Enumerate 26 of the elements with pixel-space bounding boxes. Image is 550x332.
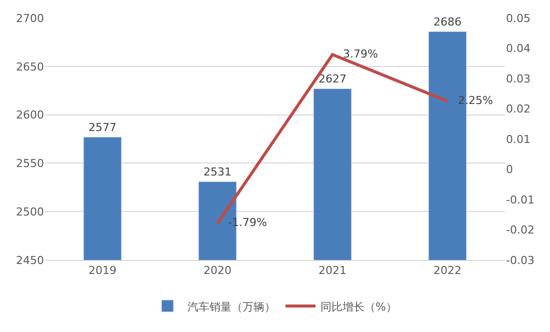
x-tick-label: 2022	[434, 264, 462, 278]
legend-label: 同比增长（%）	[320, 300, 397, 314]
y-tick-label: 2700	[16, 12, 44, 25]
data-label: 3.79%	[332, 47, 378, 60]
y2-tick-label: -0.02	[506, 224, 534, 237]
y-tick-label: 2550	[16, 157, 44, 170]
y2-tick-label: 0.05	[506, 12, 530, 25]
y-tick-label: 2450	[16, 254, 44, 267]
data-label: 2627	[318, 72, 346, 86]
y-tick-label: 2500	[16, 205, 44, 218]
y2-tick-label: 0.03	[506, 72, 530, 86]
data-label: 2577	[88, 121, 116, 134]
x-tick-label: 2021	[318, 264, 346, 278]
y2-tick-label: 0.04	[506, 42, 530, 56]
y2-tick-label: -0.01	[506, 193, 534, 206]
legend-label: 汽车销量（万辆）	[188, 300, 276, 314]
y2-tick-label: -0.03	[506, 254, 534, 267]
y2-tick-label: 0.02	[506, 102, 530, 116]
data-label: 2686	[434, 16, 462, 29]
data-label: 2531	[204, 166, 232, 179]
x-tick-label: 2019	[88, 264, 116, 278]
y2-tick-label: 0	[506, 163, 513, 176]
y2-tick-label: 0.01	[506, 132, 530, 146]
x-tick-label: 2020	[204, 264, 232, 278]
y-tick-label: 2600	[16, 108, 44, 122]
y-tick-label: 2650	[16, 60, 44, 74]
